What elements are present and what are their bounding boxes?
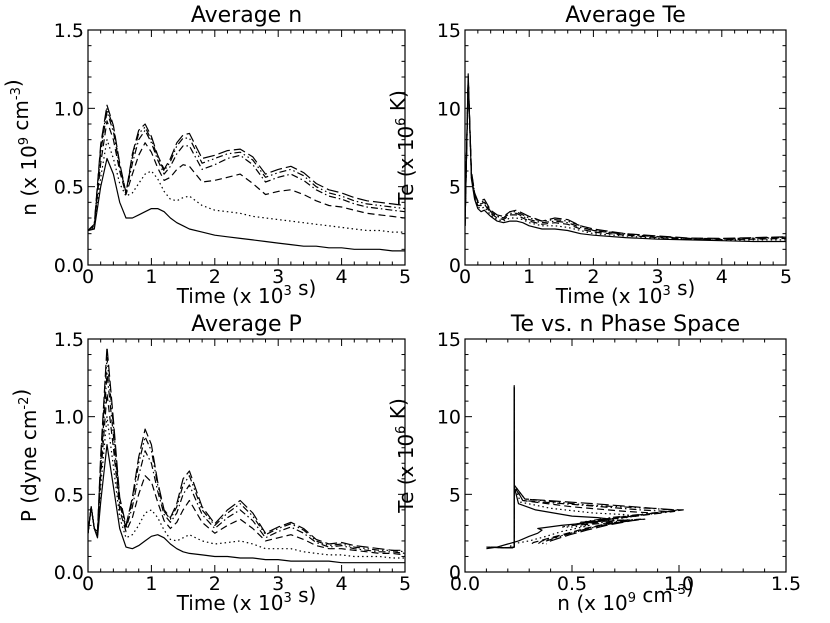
chart-title: Average P (191, 312, 302, 337)
x-tick-label: 0 (459, 266, 471, 288)
plot-frame (87, 338, 406, 573)
series-line-6 (88, 104, 405, 231)
y-tick-label: 1.5 (54, 20, 84, 42)
chart-title: Average n (191, 3, 302, 28)
x-tick-label: 0.5 (557, 573, 587, 595)
x-tick-label: 0.0 (450, 573, 480, 595)
y-tick-label: 0 (449, 255, 461, 277)
y-tick-label: 10 (437, 98, 461, 120)
x-tick-label: 2 (209, 266, 221, 288)
y-tick-label: 1.0 (54, 407, 84, 429)
y-tick-label: 5 (449, 484, 461, 506)
x-axis-label: Time (x 103 s) (176, 276, 317, 308)
chart-panel-1: Average n 0 1 2 3 4 5 0.0 0.5 1.0 1.5 Time (x 103 s… (1, 3, 411, 308)
series-line-5 (88, 357, 405, 553)
chart-panel-2: Average Te 0 1 2 3 4 5 0 5 10 15 Time (x 103 s) Te (… (386, 3, 792, 308)
x-tick-label: 1 (145, 573, 157, 595)
series-line-3 (88, 392, 405, 556)
x-tick-label: 3 (272, 573, 284, 595)
y-tick-label: 0.0 (54, 562, 84, 584)
y-axis-label: P (dyne cm-2) (9, 389, 41, 522)
x-axis-label: Time (x 103 s) (176, 583, 317, 615)
series-line-2 (88, 416, 405, 559)
x-tick-label: 2 (587, 266, 599, 288)
series-line-6 (88, 346, 405, 551)
x-tick-label: 5 (399, 266, 411, 288)
x-tick-label: 3 (652, 266, 664, 288)
x-tick-label: 5 (399, 573, 411, 595)
x-tick-label: 4 (336, 573, 348, 595)
x-axis-label: n (x 109 cm-3) (557, 575, 693, 615)
series-line-4 (88, 372, 405, 554)
y-tick-label: 0.5 (54, 177, 84, 199)
y-tick-label: 1.5 (54, 329, 84, 351)
series-line-1 (465, 73, 786, 243)
y-axis-label: Te (x 106 K) (386, 398, 418, 514)
series-line-1 (88, 444, 405, 564)
x-tick-label: 3 (272, 266, 284, 288)
y-tick-label: 15 (437, 20, 461, 42)
y-tick-label: 0.5 (54, 484, 84, 506)
y-tick-label: 0.0 (54, 255, 84, 277)
y-tick-label: 0 (449, 562, 461, 584)
series-line-4 (490, 386, 676, 549)
chart-title: Te vs. n Phase Space (510, 312, 740, 337)
series-line-4 (88, 110, 405, 231)
plot-frame (464, 338, 787, 573)
series-line-6 (490, 388, 684, 549)
x-tick-label: 2 (209, 573, 221, 595)
x-tick-label: 1 (523, 266, 535, 288)
plot-frame (464, 29, 787, 266)
y-axis-label: n (x 109 cm-3) (1, 79, 41, 215)
x-axis-label: Time (x 103 s) (555, 276, 696, 308)
y-axis-label: Te (x 106 K) (386, 90, 418, 206)
series-line-1 (486, 385, 612, 550)
series-line-3 (490, 386, 663, 549)
y-tick-label: 1.0 (54, 98, 84, 120)
series-line-3 (465, 76, 786, 241)
series-line-3 (88, 120, 405, 231)
x-tick-label: 1 (145, 266, 157, 288)
y-tick-label: 15 (437, 329, 461, 351)
chart-panel-3: Average P 0 1 2 3 4 5 0.0 0.5 1.0 1.5 Time (x 103 s… (9, 312, 411, 615)
x-tick-label: 0 (82, 573, 94, 595)
x-tick-label: 1.5 (771, 573, 801, 595)
chart-panel-4: Te vs. n Phase Space 0.0 0.5 1.0 1.5 0 5 10 15 n … (386, 312, 801, 615)
y-tick-label: 5 (449, 177, 461, 199)
x-tick-label: 1.0 (664, 573, 694, 595)
series-line-5 (490, 386, 680, 549)
y-tick-label: 10 (437, 407, 461, 429)
series-line-6 (465, 79, 786, 239)
series-line-5 (88, 107, 405, 231)
x-tick-label: 0 (82, 266, 94, 288)
series-line-1 (88, 157, 405, 252)
x-tick-label: 4 (716, 266, 728, 288)
chart-title: Average Te (565, 3, 686, 28)
x-tick-label: 4 (336, 266, 348, 288)
x-tick-label: 5 (780, 266, 792, 288)
plot-frame (87, 29, 406, 266)
series-line-5 (465, 77, 786, 240)
